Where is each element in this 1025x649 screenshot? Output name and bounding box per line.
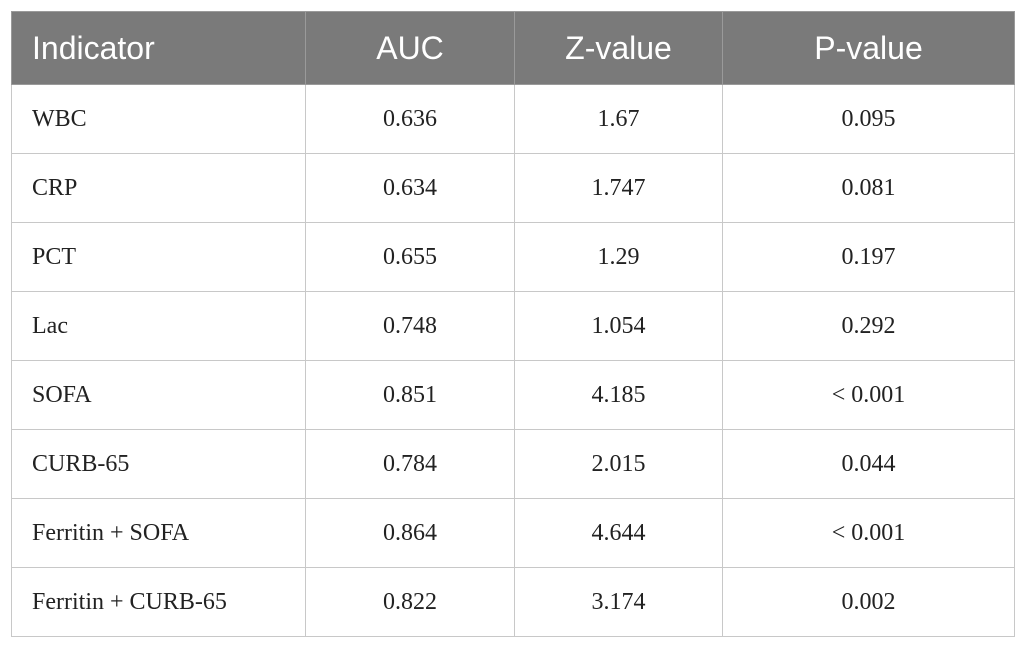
cell-auc: 0.636 [305, 84, 515, 154]
table-row: Lac 0.748 1.054 0.292 [11, 291, 1015, 361]
cell-auc: 0.864 [305, 498, 515, 568]
table-row: SOFA 0.851 4.185 < 0.001 [11, 360, 1015, 430]
cell-indicator: Lac [11, 291, 306, 361]
cell-p-value: < 0.001 [722, 360, 1015, 430]
cell-z-value: 1.29 [514, 222, 723, 292]
cell-p-value: < 0.001 [722, 498, 1015, 568]
cell-indicator: CURB-65 [11, 429, 306, 499]
cell-z-value: 4.185 [514, 360, 723, 430]
cell-z-value: 1.747 [514, 153, 723, 223]
cell-p-value: 0.095 [722, 84, 1015, 154]
cell-p-value: 0.002 [722, 567, 1015, 637]
table-row: CURB-65 0.784 2.015 0.044 [11, 429, 1015, 499]
header-auc: AUC [305, 11, 515, 85]
cell-indicator: PCT [11, 222, 306, 292]
cell-z-value: 1.67 [514, 84, 723, 154]
table-row: Ferritin + CURB-65 0.822 3.174 0.002 [11, 567, 1015, 637]
cell-z-value: 1.054 [514, 291, 723, 361]
cell-z-value: 2.015 [514, 429, 723, 499]
cell-auc: 0.784 [305, 429, 515, 499]
cell-indicator: Ferritin + CURB-65 [11, 567, 306, 637]
cell-p-value: 0.197 [722, 222, 1015, 292]
cell-auc: 0.851 [305, 360, 515, 430]
cell-p-value: 0.292 [722, 291, 1015, 361]
cell-indicator: Ferritin + SOFA [11, 498, 306, 568]
header-p-value: P-value [722, 11, 1015, 85]
header-indicator: Indicator [11, 11, 306, 85]
table-row: WBC 0.636 1.67 0.095 [11, 84, 1015, 154]
cell-auc: 0.634 [305, 153, 515, 223]
cell-indicator: CRP [11, 153, 306, 223]
cell-p-value: 0.081 [722, 153, 1015, 223]
cell-auc: 0.822 [305, 567, 515, 637]
results-table: Indicator AUC Z-value P-value WBC 0.636 … [11, 11, 1015, 637]
table-row: PCT 0.655 1.29 0.197 [11, 222, 1015, 292]
cell-indicator: SOFA [11, 360, 306, 430]
header-row: Indicator AUC Z-value P-value [11, 11, 1015, 85]
cell-auc: 0.748 [305, 291, 515, 361]
cell-auc: 0.655 [305, 222, 515, 292]
table-row: CRP 0.634 1.747 0.081 [11, 153, 1015, 223]
cell-z-value: 4.644 [514, 498, 723, 568]
table-row: Ferritin + SOFA 0.864 4.644 < 0.001 [11, 498, 1015, 568]
cell-p-value: 0.044 [722, 429, 1015, 499]
cell-z-value: 3.174 [514, 567, 723, 637]
header-z-value: Z-value [514, 11, 723, 85]
table-header: Indicator AUC Z-value P-value [11, 11, 1015, 85]
table-body: WBC 0.636 1.67 0.095 CRP 0.634 1.747 0.0… [11, 84, 1015, 637]
cell-indicator: WBC [11, 84, 306, 154]
